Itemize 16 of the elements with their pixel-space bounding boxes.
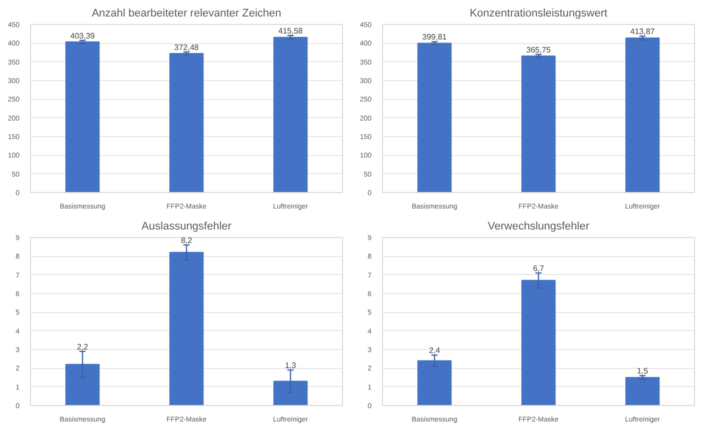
data-label: 1,3 — [284, 361, 297, 370]
chart-title: Verwechslungsfehler — [488, 220, 590, 232]
data-label: 365,75 — [526, 45, 552, 54]
data-label: 1,5 — [636, 366, 649, 376]
data-label: 6,7 — [532, 264, 545, 273]
data-label: 413,87 — [630, 27, 656, 36]
data-label: 2,2 — [76, 342, 89, 352]
data-label: 415,58 — [278, 26, 304, 36]
data-label: 399,81 — [422, 32, 448, 42]
chart-title: Anzahl bearbeiteter relevanter Zeichen — [92, 8, 282, 20]
data-label: 372,48 — [174, 42, 200, 52]
data-label: 2,4 — [428, 346, 441, 356]
chart-title: Konzentrationsleistungswert — [470, 8, 608, 20]
data-label: 403,39 — [70, 31, 96, 40]
chart-title: Auslassungsfehler — [142, 220, 232, 232]
data-label: 8,2 — [180, 236, 193, 245]
